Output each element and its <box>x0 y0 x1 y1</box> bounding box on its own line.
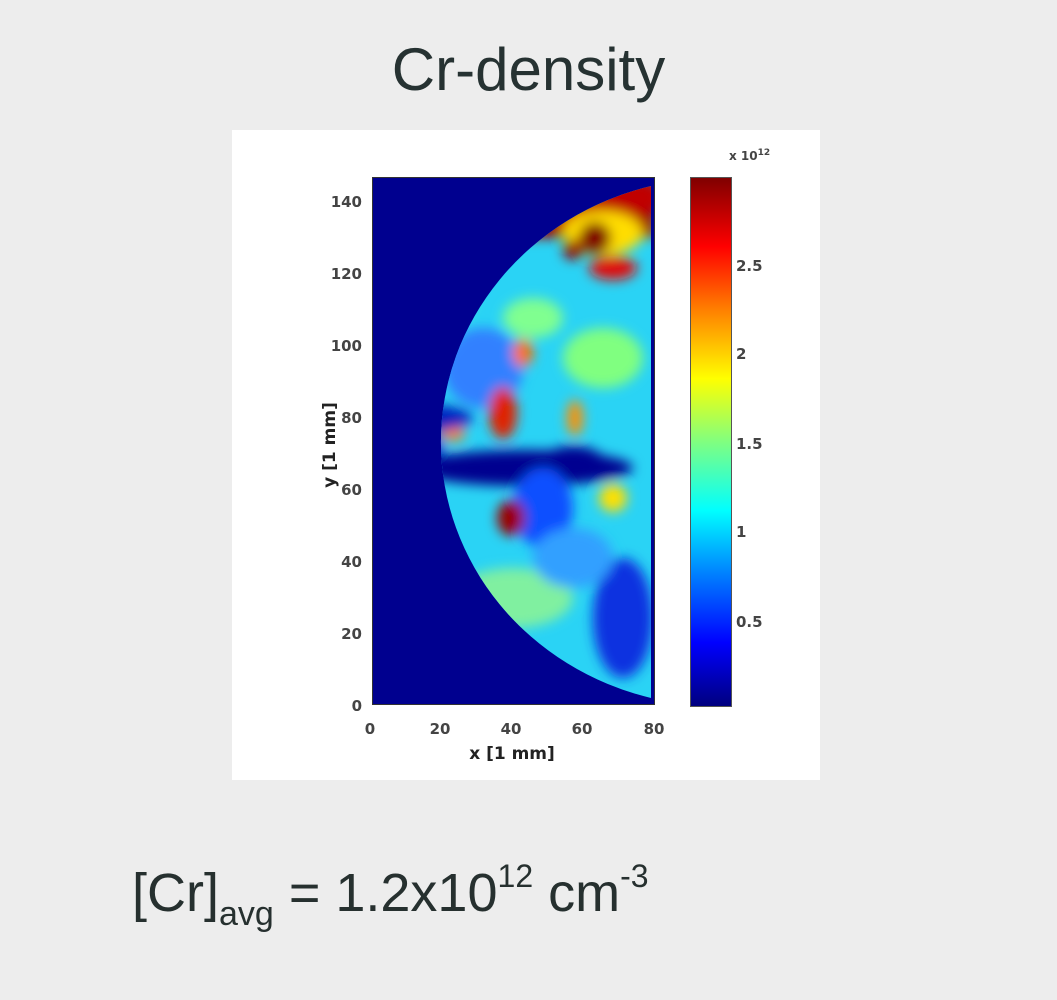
colorbar-multiplier: x 1012 <box>729 148 771 163</box>
y-tick: 20 <box>341 625 362 643</box>
colorbar-tick: 1.5 <box>736 435 763 453</box>
colorbar-tick: 0.5 <box>736 613 763 631</box>
y-tick: 60 <box>341 481 362 499</box>
y-tick: 40 <box>341 553 362 571</box>
colorbar-tick: 1 <box>736 523 747 541</box>
x-tick: 80 <box>643 720 665 738</box>
y-tick: 0 <box>351 697 362 715</box>
colorbar-tick: 2.5 <box>736 257 763 275</box>
heatmap-image <box>440 186 651 698</box>
colorbar-tick: 2 <box>736 345 747 363</box>
figure-panel: y [1 mm] 0 20 40 60 80 100 120 140 <box>232 130 820 780</box>
x-tick: 20 <box>429 720 451 738</box>
y-tick: 120 <box>330 265 362 283</box>
y-tick: 140 <box>330 193 362 211</box>
chart-title: Cr-density <box>391 36 666 103</box>
y-tick: 100 <box>330 337 362 355</box>
formula-subscript: avg <box>219 895 274 933</box>
x-tick: 0 <box>364 720 376 738</box>
formula-unit: cm <box>533 863 621 923</box>
x-tick: 40 <box>500 720 522 738</box>
formula-value: = 1.2x10 <box>273 863 498 923</box>
formula-unit-exponent: -3 <box>620 858 649 894</box>
colorbar <box>690 177 732 707</box>
y-tick: 80 <box>341 409 362 427</box>
average-concentration: [Cr]avg = 1.2x1012 cm-3 <box>132 858 649 934</box>
formula-exponent: 12 <box>497 858 534 894</box>
formula-lhs: [Cr] <box>132 863 219 923</box>
x-tick: 60 <box>571 720 593 738</box>
heatmap-plot-area <box>372 177 655 705</box>
x-axis-label: x [1 mm] <box>469 744 555 764</box>
